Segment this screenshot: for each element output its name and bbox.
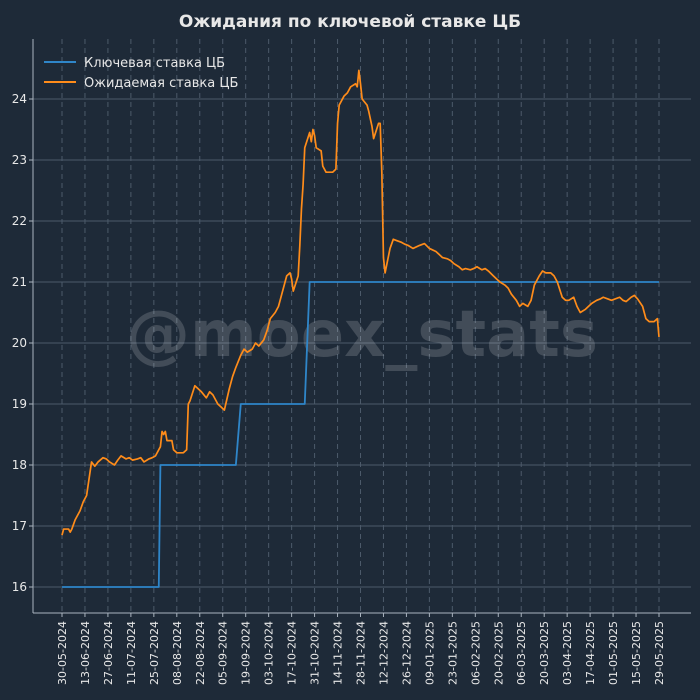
x-tick-label: 17-04-2025 [584, 621, 597, 685]
series-expected-rate-line [61, 69, 660, 536]
x-gridlines [61, 39, 660, 613]
y-tick-label: 22 [12, 214, 27, 228]
legend: Ключевая ставка ЦБ Ожидаемая ставка ЦБ [44, 56, 238, 91]
y-tick-label: 16 [12, 580, 27, 594]
x-tick-label: 30-05-2024 [56, 621, 69, 685]
x-tick-label: 15-05-2025 [630, 621, 643, 685]
y-tick-label: 20 [12, 336, 27, 350]
x-tick-label: 03-10-2024 [263, 621, 276, 685]
y-tick-label: 19 [12, 397, 27, 411]
legend-label-expected-rate: Ожидаемая ставка ЦБ [84, 76, 238, 91]
x-axis-ticks: 30-05-2024 13-06-2024 27-06-2024 11-07-2024… [56, 613, 666, 685]
y-tick-label: 24 [12, 92, 27, 106]
series-key-rate-line [62, 281, 659, 588]
x-tick-label: 06-03-2025 [515, 621, 528, 685]
y-tick-label: 23 [12, 153, 27, 167]
y-axis-ticks: 16 17 18 19 20 21 22 23 24 [12, 92, 33, 594]
x-tick-label: 22-08-2024 [194, 621, 207, 685]
x-tick-label: 20-02-2025 [492, 621, 505, 685]
x-tick-label: 08-08-2024 [171, 621, 184, 685]
x-tick-label: 11-07-2024 [125, 621, 138, 685]
x-tick-label: 19-09-2024 [240, 621, 253, 685]
x-tick-label: 17-10-2024 [286, 621, 299, 685]
x-tick-label: 25-07-2024 [148, 621, 161, 685]
x-tick-label: 14-11-2024 [332, 621, 345, 685]
x-tick-label: 29-05-2025 [653, 621, 666, 685]
x-tick-label: 01-05-2025 [607, 621, 620, 685]
x-tick-label: 12-12-2024 [377, 621, 390, 685]
x-tick-label: 03-04-2025 [561, 621, 574, 685]
x-tick-label: 28-11-2024 [355, 621, 368, 685]
y-tick-label: 17 [12, 519, 27, 533]
plot-area: @moex_stats [32, 39, 691, 614]
x-tick-label: 20-03-2025 [538, 621, 551, 685]
y-tick-label: 21 [12, 275, 27, 289]
x-tick-label: 23-01-2025 [446, 621, 459, 685]
series-layer [61, 69, 660, 588]
legend-label-key-rate: Ключевая ставка ЦБ [84, 56, 225, 71]
x-tick-label: 09-01-2025 [423, 621, 436, 685]
watermark: @moex_stats [126, 298, 598, 372]
x-tick-label: 26-12-2024 [400, 621, 413, 685]
x-tick-label: 31-10-2024 [309, 621, 322, 685]
x-tick-label: 27-06-2024 [102, 621, 115, 685]
plot-background [33, 39, 691, 613]
chart-title: Ожидания по ключевой ставке ЦБ [179, 12, 521, 32]
x-tick-label: 06-02-2025 [469, 621, 482, 685]
x-tick-label: 13-06-2024 [79, 621, 92, 685]
x-tick-label: 05-09-2024 [217, 621, 230, 685]
y-tick-label: 18 [12, 458, 27, 472]
